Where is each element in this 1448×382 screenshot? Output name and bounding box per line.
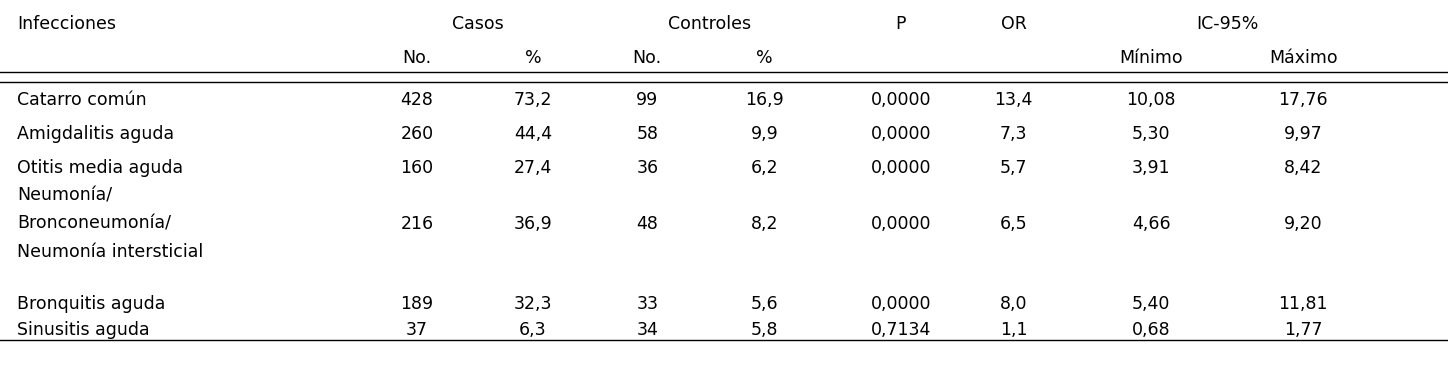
Text: 5,7: 5,7 [1001,159,1027,177]
Text: 9,97: 9,97 [1284,125,1322,143]
Text: 9,20: 9,20 [1284,215,1322,233]
Text: 34: 34 [636,321,659,339]
Text: 8,42: 8,42 [1284,159,1322,177]
Text: 99: 99 [636,91,659,109]
Text: 0,68: 0,68 [1132,321,1170,339]
Text: 8,2: 8,2 [752,215,778,233]
Text: 8,0: 8,0 [1001,295,1027,313]
Text: 6,3: 6,3 [518,321,547,339]
Text: Controles: Controles [668,15,752,33]
Text: 160: 160 [401,159,433,177]
Text: 16,9: 16,9 [746,91,783,109]
Text: 4,66: 4,66 [1132,215,1170,233]
Text: IC-95%: IC-95% [1196,15,1260,33]
Text: 10,08: 10,08 [1127,91,1176,109]
Text: 44,4: 44,4 [514,125,552,143]
Text: 7,3: 7,3 [1001,125,1027,143]
Text: %: % [524,49,542,67]
Text: 48: 48 [636,215,659,233]
Text: 73,2: 73,2 [514,91,552,109]
Text: 216: 216 [401,215,433,233]
Text: 6,5: 6,5 [999,215,1028,233]
Text: 189: 189 [401,295,433,313]
Text: Mínimo: Mínimo [1119,49,1183,67]
Text: 13,4: 13,4 [995,91,1032,109]
Text: Catarro común: Catarro común [17,91,148,109]
Text: 58: 58 [636,125,659,143]
Text: Otitis media aguda: Otitis media aguda [17,159,184,177]
Text: 3,91: 3,91 [1132,159,1170,177]
Text: 0,0000: 0,0000 [870,159,931,177]
Text: 5,40: 5,40 [1132,295,1170,313]
Text: 37: 37 [405,321,429,339]
Text: 260: 260 [401,125,433,143]
Text: 32,3: 32,3 [514,295,552,313]
Text: Casos: Casos [452,15,504,33]
Text: Infecciones: Infecciones [17,15,116,33]
Text: 17,76: 17,76 [1279,91,1328,109]
Text: OR: OR [1001,15,1027,33]
Text: 27,4: 27,4 [514,159,552,177]
Text: 11,81: 11,81 [1279,295,1328,313]
Text: No.: No. [633,49,662,67]
Text: %: % [756,49,773,67]
Text: 1,77: 1,77 [1284,321,1322,339]
Text: 6,2: 6,2 [750,159,779,177]
Text: Amigdalitis aguda: Amigdalitis aguda [17,125,175,143]
Text: 428: 428 [401,91,433,109]
Text: 5,6: 5,6 [750,295,779,313]
Text: Bronconeumonía/: Bronconeumonía/ [17,215,171,233]
Text: Neumonía/: Neumonía/ [17,187,113,205]
Text: 9,9: 9,9 [750,125,779,143]
Text: 0,0000: 0,0000 [870,91,931,109]
Text: Sinusitis aguda: Sinusitis aguda [17,321,151,339]
Text: 5,30: 5,30 [1132,125,1170,143]
Text: No.: No. [403,49,432,67]
Text: 33: 33 [636,295,659,313]
Text: Bronquitis aguda: Bronquitis aguda [17,295,165,313]
Text: 0,0000: 0,0000 [870,215,931,233]
Text: Neumonía intersticial: Neumonía intersticial [17,243,204,261]
Text: Máximo: Máximo [1268,49,1338,67]
Text: 0,0000: 0,0000 [870,125,931,143]
Text: P: P [895,15,906,33]
Text: 1,1: 1,1 [1001,321,1027,339]
Text: 0,0000: 0,0000 [870,295,931,313]
Text: 5,8: 5,8 [752,321,778,339]
Text: 36,9: 36,9 [514,215,552,233]
Text: 36: 36 [636,159,659,177]
Text: 0,7134: 0,7134 [870,321,931,339]
